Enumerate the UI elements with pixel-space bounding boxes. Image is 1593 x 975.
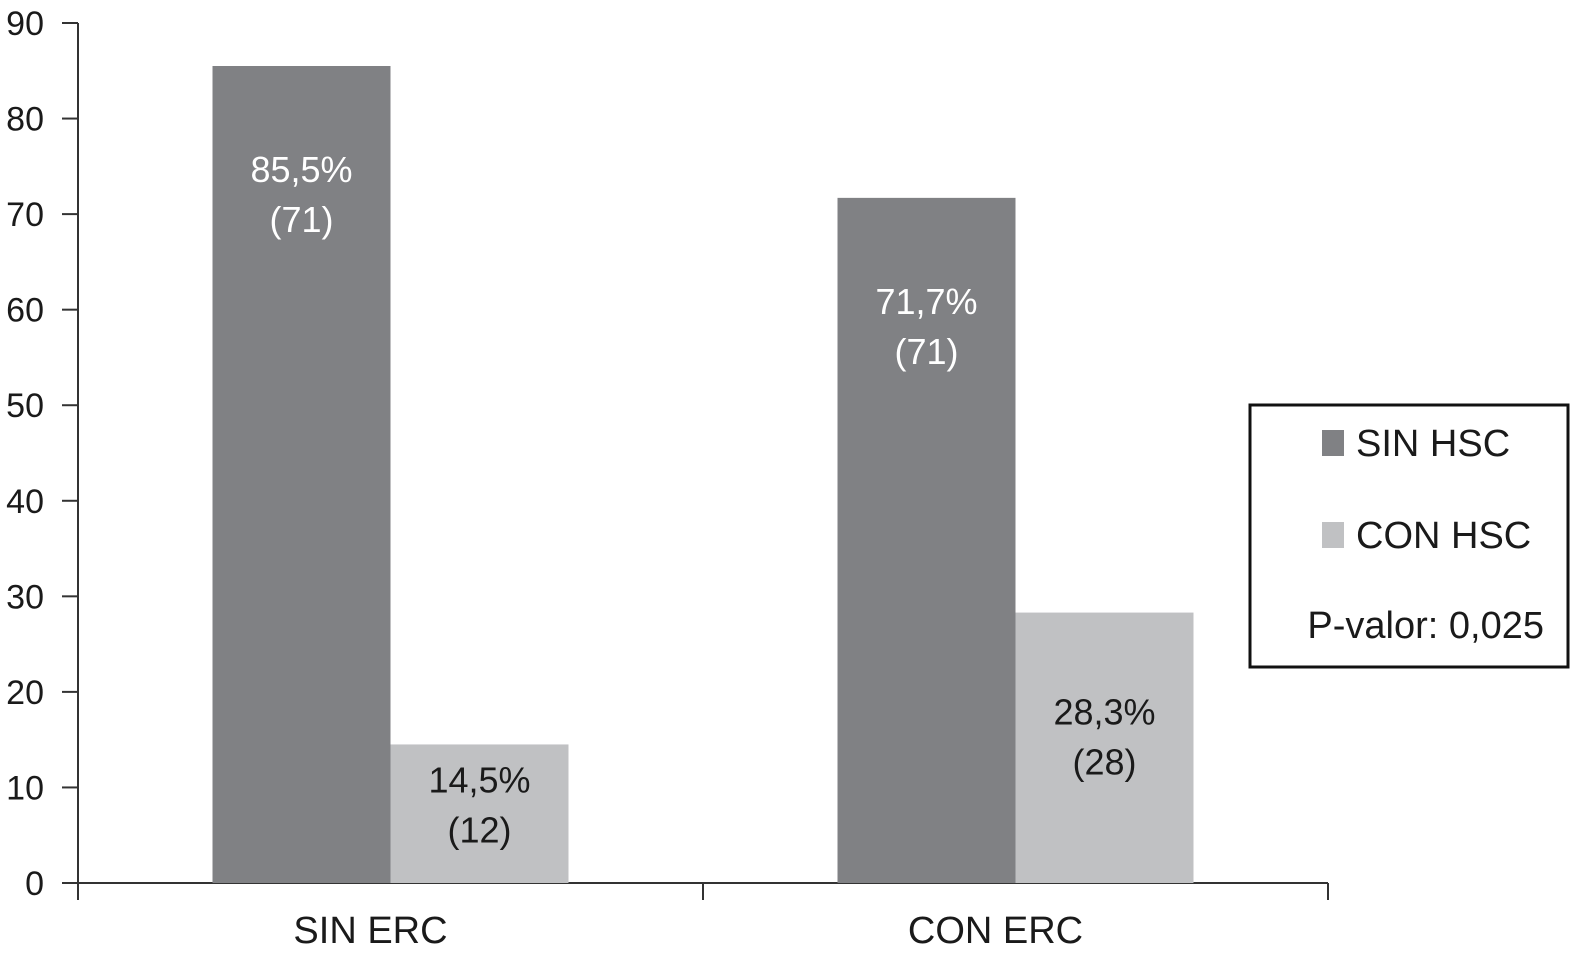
y-tick-label: 0 [25,865,44,903]
y-tick-label: 10 [6,769,44,807]
legend-swatch-sin-hsc [1322,430,1344,456]
bar [390,744,569,883]
data-label-count: (12) [447,809,511,850]
x-tick-label: CON ERC [908,910,1083,952]
legend-label-con-hsc: CON HSC [1356,515,1531,557]
data-label: 71,7% [875,281,977,322]
bar [1015,612,1194,883]
y-tick-label: 20 [6,674,44,712]
bar [837,197,1016,883]
y-tick-label: 30 [6,578,44,616]
data-label: 85,5% [250,149,352,190]
y-tick-label: 40 [6,483,44,521]
legend-box [1248,403,1570,669]
y-tick-label: 90 [6,5,44,43]
y-tick-label: 50 [6,387,44,425]
bar [212,66,391,883]
legend-label-sin-hsc: SIN HSC [1356,423,1510,465]
data-label: 28,3% [1053,692,1155,733]
legend-swatch-con-hsc [1322,522,1344,548]
p-value-annotation: P-valor: 0,025 [1307,605,1544,647]
data-label: 14,5% [428,759,530,800]
y-tick-label: 80 [6,101,44,139]
data-label-count: (71) [269,199,333,240]
axes: 0 10 20 30 40 50 60 70 80 90 SIN ERC CON ERC [6,5,1329,952]
y-tick-label: 60 [6,292,44,330]
data-label-count: (28) [1072,742,1136,783]
y-tick-label: 70 [6,196,44,234]
bars [212,66,1194,883]
bar-labels: 85,5% (71) 14,5% (12) 71,7% (71) 28,3% (28) [250,149,1155,850]
legend: SIN HSC CON HSC P-valor: 0,025 [1248,403,1570,669]
x-tick-label: SIN ERC [293,910,447,952]
data-label-count: (71) [894,331,958,372]
